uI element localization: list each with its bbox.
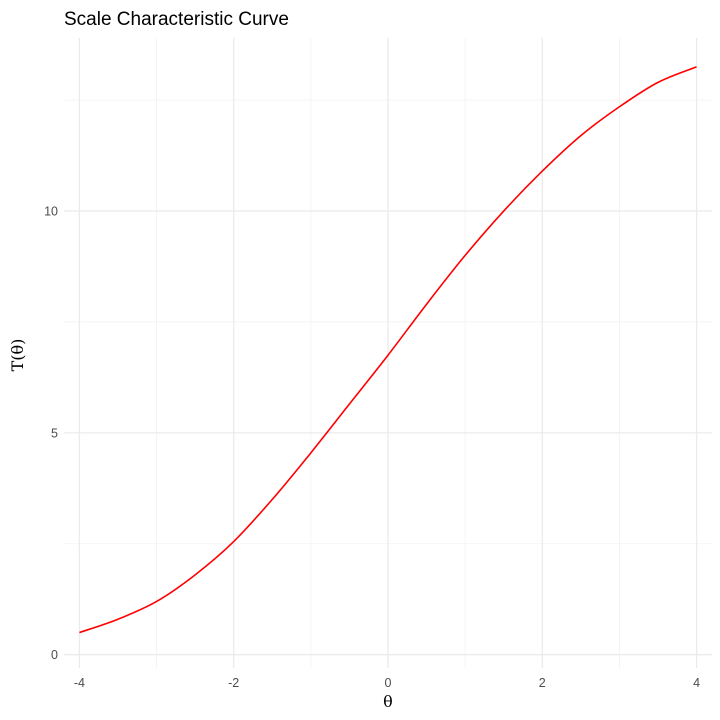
x-tick-label: -4 xyxy=(74,676,85,690)
x-tick-label: 2 xyxy=(539,676,546,690)
x-tick-label: -2 xyxy=(228,676,239,690)
y-tick-labels: 0 5 10 xyxy=(44,205,58,663)
y-tick-label: 10 xyxy=(44,205,58,219)
y-tick-label: 5 xyxy=(51,426,58,440)
x-tick-labels: -4 -2 0 2 4 xyxy=(74,676,700,690)
chart-title: Scale Characteristic Curve xyxy=(64,9,289,30)
series-line xyxy=(79,66,697,634)
x-tick-label: 4 xyxy=(693,676,700,690)
x-tick-label: 0 xyxy=(385,676,392,690)
y-axis-label: T(θ) xyxy=(8,339,27,372)
y-tick-label: 0 xyxy=(51,648,58,662)
x-axis-label: θ xyxy=(383,692,393,711)
major-gridlines xyxy=(64,38,712,668)
series-group xyxy=(79,66,697,634)
